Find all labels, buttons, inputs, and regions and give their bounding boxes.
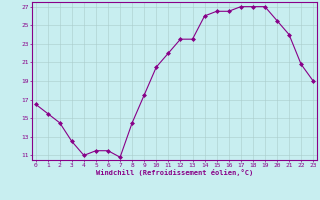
X-axis label: Windchill (Refroidissement éolien,°C): Windchill (Refroidissement éolien,°C) xyxy=(96,169,253,176)
